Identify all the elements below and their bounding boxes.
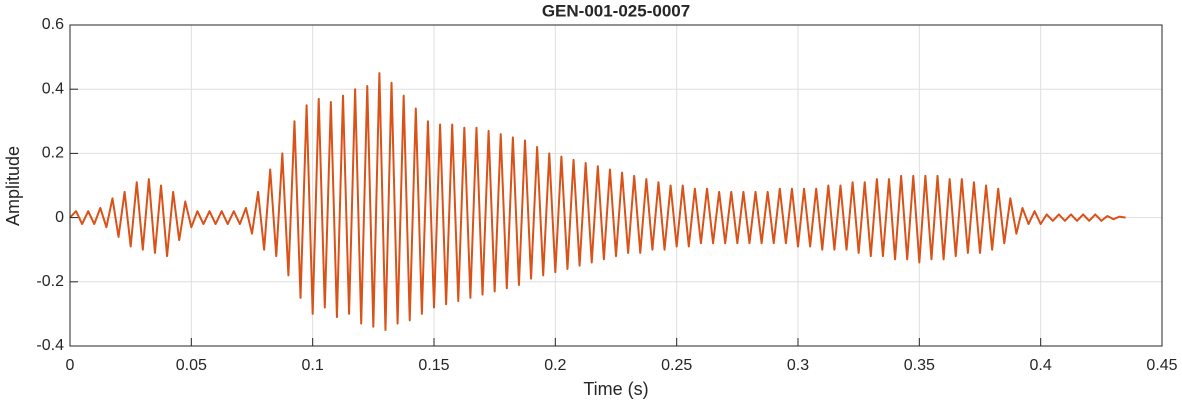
y-axis-label: Amplitude — [3, 146, 23, 226]
x-tick-label: 0.45 — [1146, 357, 1177, 374]
x-tick-label: 0.3 — [787, 357, 809, 374]
waveform-line — [69, 72, 1126, 331]
y-tick-label: 0 — [55, 209, 64, 226]
y-tick-label: 0.4 — [42, 80, 64, 97]
y-tick-label: -0.4 — [36, 337, 64, 354]
x-tick-label: 0.25 — [661, 357, 692, 374]
x-tick-label: 0 — [66, 357, 75, 374]
x-tick-label: 0.2 — [544, 357, 566, 374]
axes-box — [69, 24, 1163, 347]
y-tick-label: 0.6 — [42, 16, 64, 33]
chart-title: GEN-001-025-0007 — [542, 1, 690, 20]
grid — [69, 24, 1163, 347]
x-tick-label: 0.05 — [176, 357, 207, 374]
ticks: 0 0.05 0.1 0.15 0.2 0.25 0.3 0.35 0.4 0.45 -0.4 -0.… — [36, 16, 1177, 374]
x-tick-label: 0.4 — [1030, 357, 1052, 374]
plot — [69, 72, 1126, 331]
x-axis-label: Time (s) — [583, 379, 648, 399]
x-tick-label: 0.15 — [418, 357, 449, 374]
x-tick-label: 0.35 — [904, 357, 935, 374]
x-tick-label: 0.1 — [302, 357, 324, 374]
y-tick-label: 0.2 — [42, 145, 64, 162]
y-tick-label: -0.2 — [36, 273, 64, 290]
